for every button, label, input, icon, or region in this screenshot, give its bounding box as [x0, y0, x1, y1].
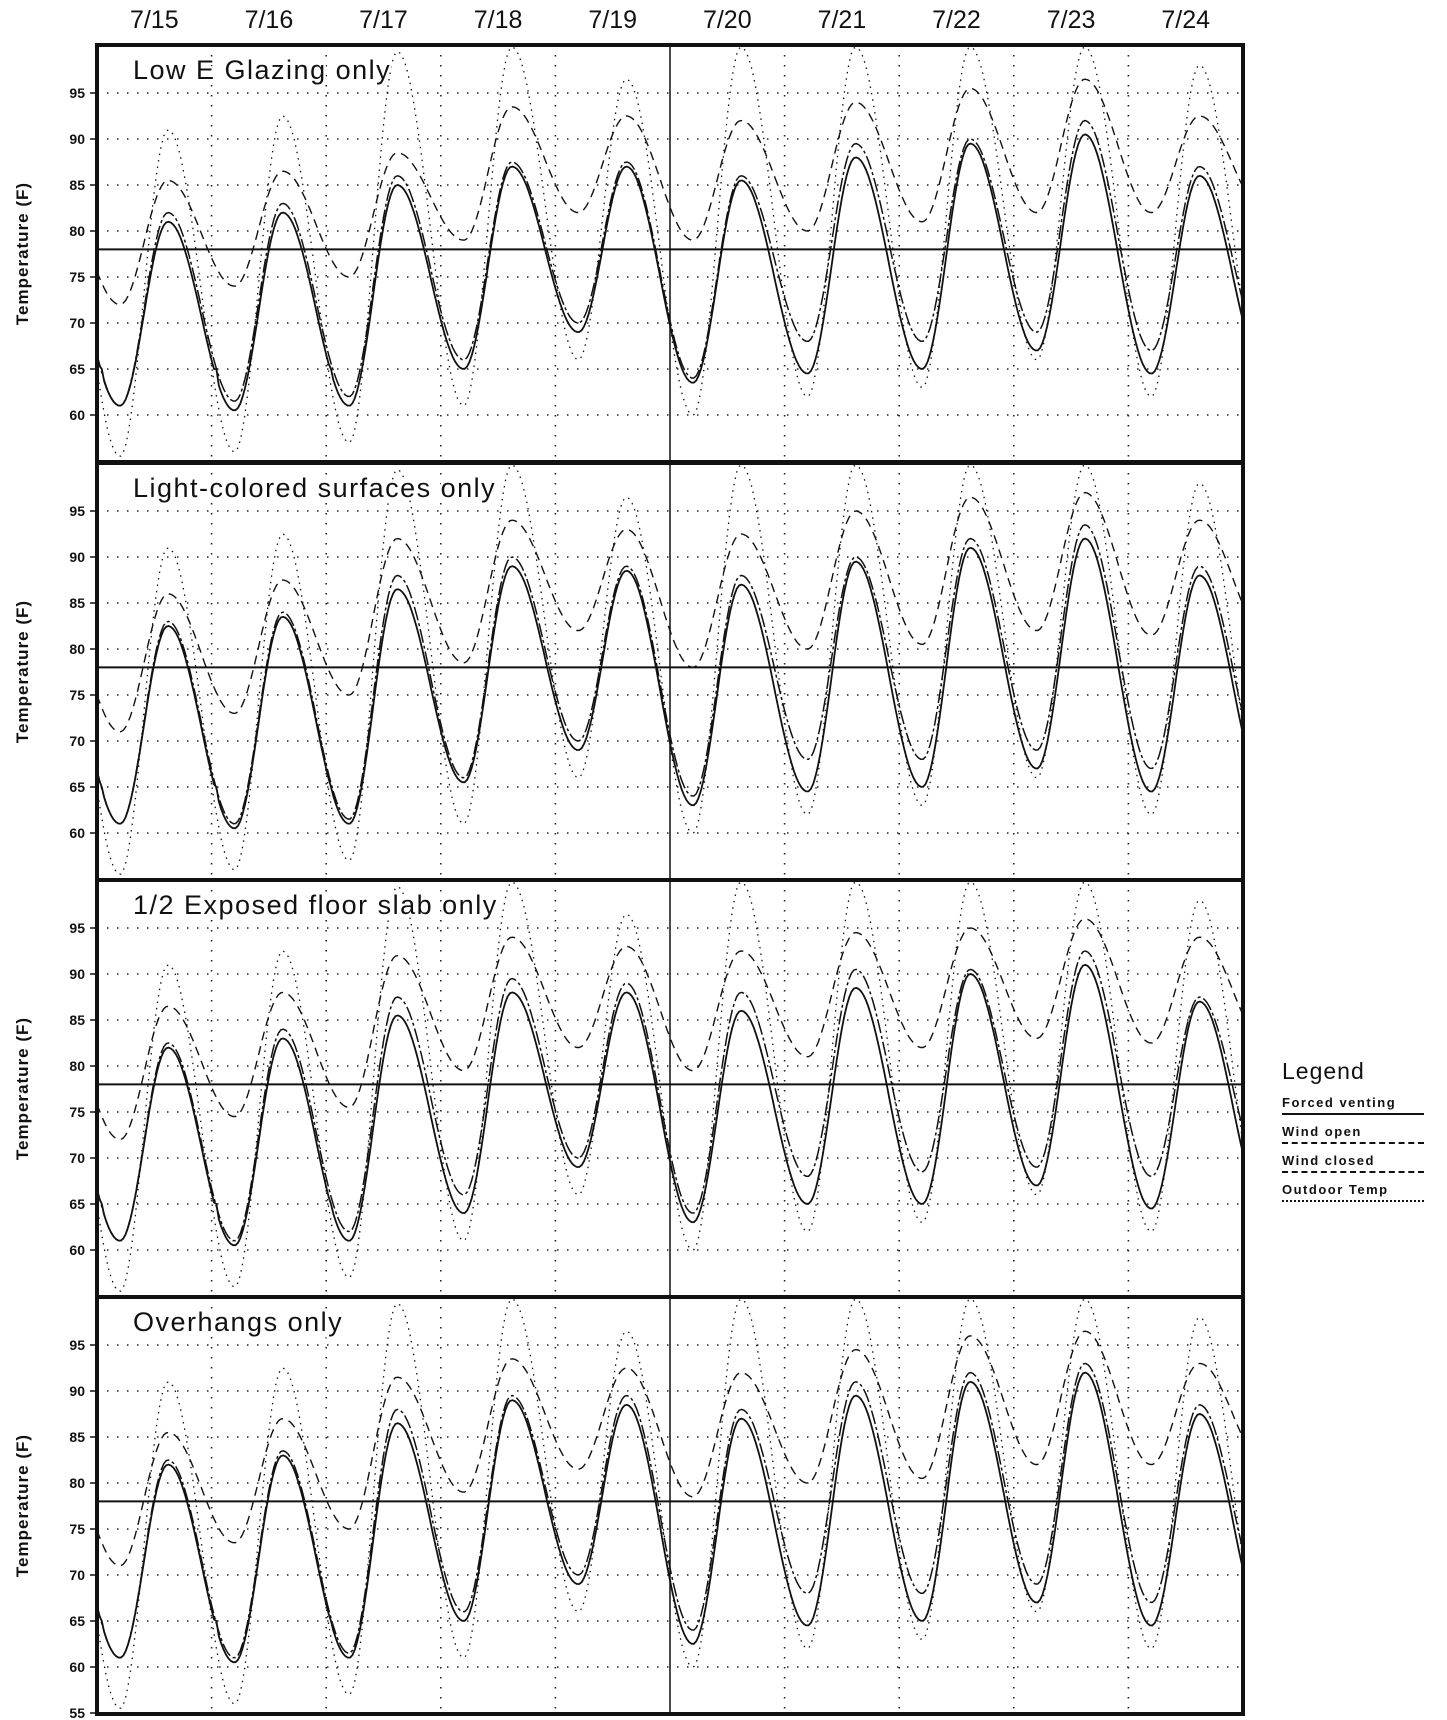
y-tick-label: 85 [69, 177, 85, 193]
y-tick-label: 80 [69, 223, 85, 239]
panel-title: Low E Glazing only [133, 55, 391, 85]
chart-panel: 60 65 70 75 80 85 90 95 Temperature (F) Light-col… [13, 461, 1245, 882]
y-tick-label: 80 [69, 641, 85, 657]
chart-panel: 60 65 70 75 80 85 90 95 Temperature (F) 1/2 Expos… [13, 878, 1245, 1299]
date-label: 7/20 [703, 6, 752, 34]
y-tick-label: 80 [69, 1475, 85, 1491]
y-tick-label: 60 [69, 825, 85, 841]
y-tick-label: 55 [69, 1705, 85, 1720]
y-tick-label: 65 [69, 361, 85, 377]
y-axis-label: Temperature (F) [13, 182, 32, 325]
y-tick-label: 90 [69, 1383, 85, 1399]
y-axis-label: Temperature (F) [13, 600, 32, 743]
series-wind-closed [97, 918, 1243, 1141]
series-outdoor-temp [97, 1298, 1243, 1709]
date-label: 7/18 [474, 6, 523, 34]
y-tick-label: 95 [69, 1337, 85, 1353]
y-tick-label: 60 [69, 1659, 85, 1675]
y-tick-label: 95 [69, 920, 85, 936]
date-label: 7/22 [932, 6, 981, 34]
legend-item-wind-open: Wind open [1282, 1124, 1424, 1144]
panel-title: 1/2 Exposed floor slab only [133, 890, 498, 920]
y-tick-label: 70 [69, 1567, 85, 1583]
legend-item-wind-closed: Wind closed [1282, 1153, 1424, 1173]
series-forced-venting [97, 963, 1243, 1247]
date-label: 7/16 [245, 6, 294, 34]
date-label: 7/21 [818, 6, 867, 34]
date-label: 7/23 [1047, 6, 1096, 34]
legend: Legend Forced venting Wind open Wind clo… [1282, 1058, 1442, 1211]
legend-title: Legend [1282, 1058, 1365, 1084]
legend-item-forced-venting: Forced venting [1282, 1095, 1424, 1115]
y-tick-label: 60 [69, 407, 85, 423]
y-tick-label: 85 [69, 595, 85, 611]
y-tick-label: 90 [69, 131, 85, 147]
y-tick-label: 65 [69, 1613, 85, 1629]
y-tick-label: 90 [69, 549, 85, 565]
chart-panel: 55 60 65 70 75 80 85 90 95 Temperature (F) Overhan… [13, 1295, 1245, 1720]
y-tick-label: 70 [69, 1150, 85, 1166]
date-label: 7/19 [588, 6, 637, 34]
series-wind-open [97, 1362, 1243, 1659]
series-wind-open [97, 950, 1243, 1242]
date-label: 7/15 [130, 6, 179, 34]
y-tick-label: 85 [69, 1012, 85, 1028]
y-tick-label: 95 [69, 85, 85, 101]
date-label: 7/24 [1161, 6, 1210, 34]
y-tick-label: 70 [69, 733, 85, 749]
y-tick-label: 95 [69, 503, 85, 519]
series-outdoor-temp [97, 464, 1243, 875]
series-forced-venting [97, 1371, 1243, 1664]
series-wind-closed [97, 78, 1243, 306]
series-forced-venting [97, 537, 1243, 830]
y-tick-label: 75 [69, 269, 85, 285]
y-tick-label: 90 [69, 966, 85, 982]
series-forced-venting [97, 133, 1243, 412]
y-tick-label: 70 [69, 315, 85, 331]
y-tick-label: 60 [69, 1242, 85, 1258]
legend-item-outdoor-temp: Outdoor Temp [1282, 1182, 1424, 1202]
y-axis-label: Temperature (F) [13, 1017, 32, 1160]
date-label: 7/17 [359, 6, 408, 34]
panel-title: Overhangs only [133, 1307, 343, 1337]
series-wind-closed [97, 491, 1243, 733]
y-tick-label: 85 [69, 1429, 85, 1445]
series-wind-open [97, 119, 1243, 407]
y-tick-label: 65 [69, 779, 85, 795]
y-tick-label: 80 [69, 1058, 85, 1074]
panel-frame [95, 1295, 1245, 1716]
series-wind-open [97, 523, 1243, 825]
y-tick-label: 75 [69, 1521, 85, 1537]
chart-panel: 60 65 70 75 80 85 90 95 Temperature (F) Low E Gla… [13, 43, 1245, 464]
panel-title: Light-colored surfaces only [133, 473, 496, 503]
series-outdoor-temp [97, 881, 1243, 1292]
y-tick-label: 75 [69, 1104, 85, 1120]
y-axis-label: Temperature (F) [13, 1434, 32, 1577]
y-tick-label: 65 [69, 1196, 85, 1212]
y-tick-label: 75 [69, 687, 85, 703]
series-outdoor-temp [97, 46, 1243, 457]
